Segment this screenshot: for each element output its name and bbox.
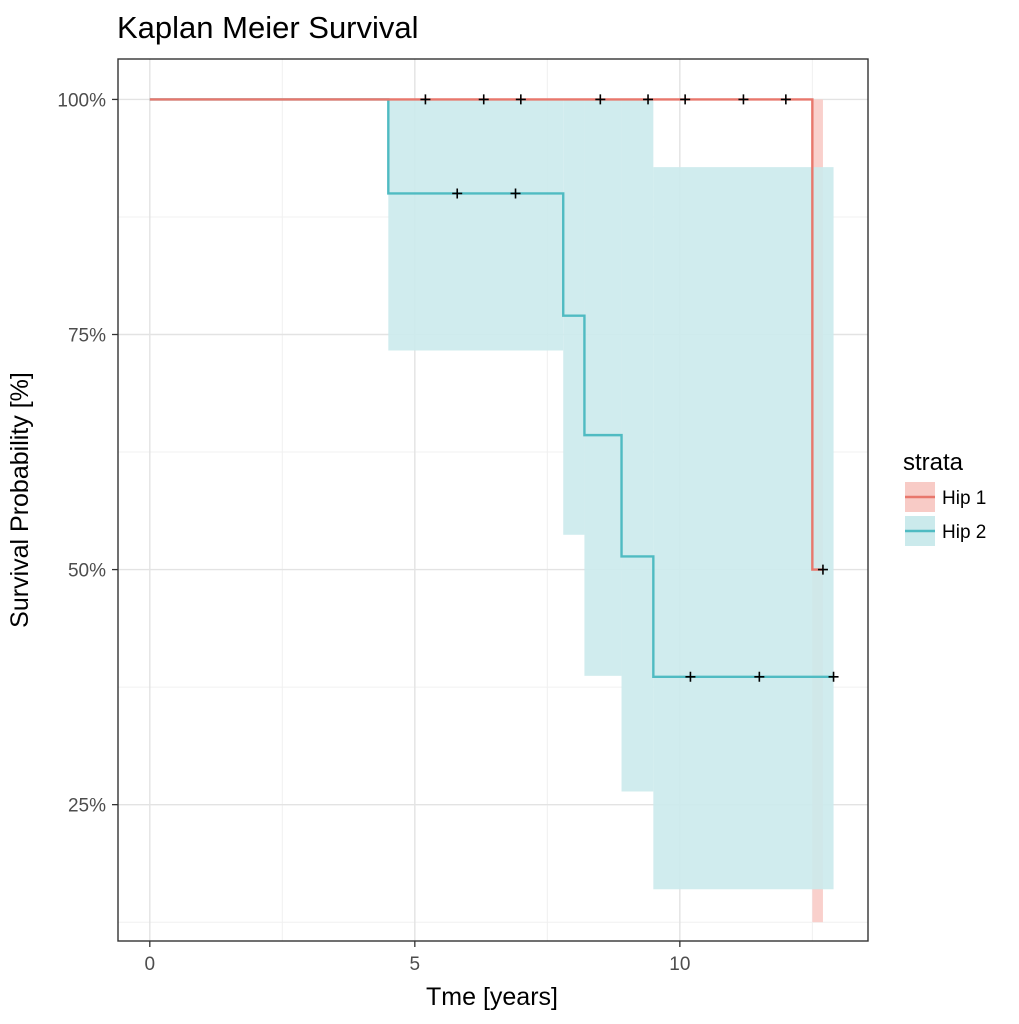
ci-band: [388, 99, 564, 351]
axes: 0 5 10 25% 50% 75% 100%: [57, 90, 690, 975]
y-tick-label: 75%: [68, 326, 106, 347]
plot-panel-border: [117, 58, 869, 942]
censor-mark: [817, 564, 828, 575]
ci-band: [563, 99, 585, 535]
censor-mark: [754, 671, 765, 682]
censor-mark: [478, 94, 489, 105]
y-axis-title: Survival Probability [%]: [6, 372, 34, 628]
legend-title: strata: [903, 449, 964, 476]
y-tick-label: 100%: [57, 90, 106, 111]
censor-mark: [780, 94, 791, 105]
y-tick-label: 25%: [68, 796, 106, 817]
censor-mark: [510, 188, 521, 199]
censor-mark: [680, 94, 691, 105]
ci-band: [653, 167, 834, 890]
x-tick-label: 5: [410, 954, 421, 975]
chart-title: Kaplan Meier Survival: [117, 10, 419, 45]
legend: strata Hip 1 Hip 2: [903, 449, 986, 546]
censor-mark: [738, 94, 749, 105]
ci-band: [621, 99, 654, 792]
y-tick-label: 50%: [68, 561, 106, 582]
legend-label: Hip 2: [942, 522, 986, 543]
legend-item: Hip 2: [905, 516, 986, 546]
ci-band: [584, 99, 622, 676]
legend-item: Hip 1: [905, 482, 986, 512]
x-tick-label: 10: [669, 954, 690, 975]
censor-mark: [420, 94, 431, 105]
censor-mark: [643, 94, 654, 105]
confidence-bands: [388, 99, 834, 923]
survival-line: [149, 98, 834, 678]
x-tick-label: 0: [145, 954, 156, 975]
legend-label: Hip 1: [942, 488, 986, 509]
censor-mark: [595, 94, 606, 105]
censor-mark: [685, 671, 696, 682]
censor-mark: [828, 671, 839, 682]
x-axis-title: Tme [years]: [426, 983, 558, 1011]
censor-mark: [452, 188, 463, 199]
censor-mark: [515, 94, 526, 105]
censor-marks: [420, 94, 839, 682]
